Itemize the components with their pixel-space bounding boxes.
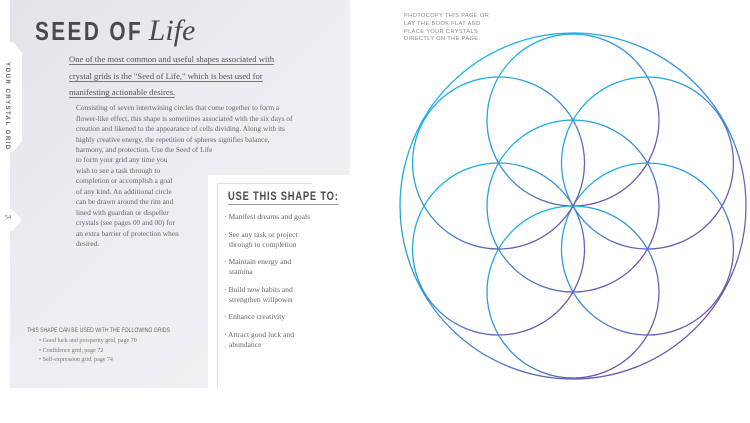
- list-item: · Enhance creativity: [224, 312, 286, 322]
- intro-text: One of the most common and useful shapes…: [69, 51, 284, 101]
- uses-box-border: [217, 183, 218, 388]
- title-caps: SEED OF: [35, 16, 144, 46]
- spine-tab: [0, 42, 22, 152]
- list-item: · See any task or project through to com…: [224, 229, 298, 249]
- section-label: YOUR CRYSTAL GRID: [4, 62, 10, 151]
- list-item: Good luck and prosperity grid, page 70: [39, 337, 137, 347]
- title-script: Life: [148, 14, 196, 47]
- list-item: Confidence grid, page 72: [39, 347, 137, 357]
- uses-box: [208, 175, 350, 388]
- grids-list: Good luck and prosperity grid, page 70 C…: [39, 337, 137, 366]
- page-number: 54: [5, 215, 11, 221]
- intro-underlined: One of the most common and useful shapes…: [69, 54, 275, 98]
- outer-ring-circle: [399, 32, 747, 380]
- page-title: SEED OF Life: [35, 14, 195, 48]
- petal-circle: [411, 162, 586, 336]
- page-number-tab: [0, 209, 22, 231]
- body-text-top: Consisting of seven intertwining circles…: [76, 103, 293, 154]
- body-text-bottom: to form your grid any time you wish to s…: [76, 155, 179, 248]
- photocopy-note: PHOTOCOPY THIS PAGE OR LAY THE BOOK FLAT…: [404, 13, 490, 43]
- grids-heading: THIS SHAPE CAN BE USED WITH THE FOLLOWIN…: [27, 327, 171, 334]
- list-item: · Manifest dreams and goals: [224, 212, 311, 221]
- uses-list: · Manifest dreams and goals · See any ta…: [224, 212, 314, 358]
- petal-circle: [411, 76, 586, 250]
- uses-title: USE THIS SHAPE TO:: [228, 189, 339, 205]
- uses-box-border-top: [217, 183, 312, 184]
- list-item: · Maintain energy and stamina: [224, 257, 292, 277]
- list-item: · Build new habits and strengthen willpo…: [224, 284, 294, 304]
- list-item: Self-expression grid, page 74: [39, 356, 137, 366]
- list-item: · Attract good luck and abundance: [224, 329, 295, 349]
